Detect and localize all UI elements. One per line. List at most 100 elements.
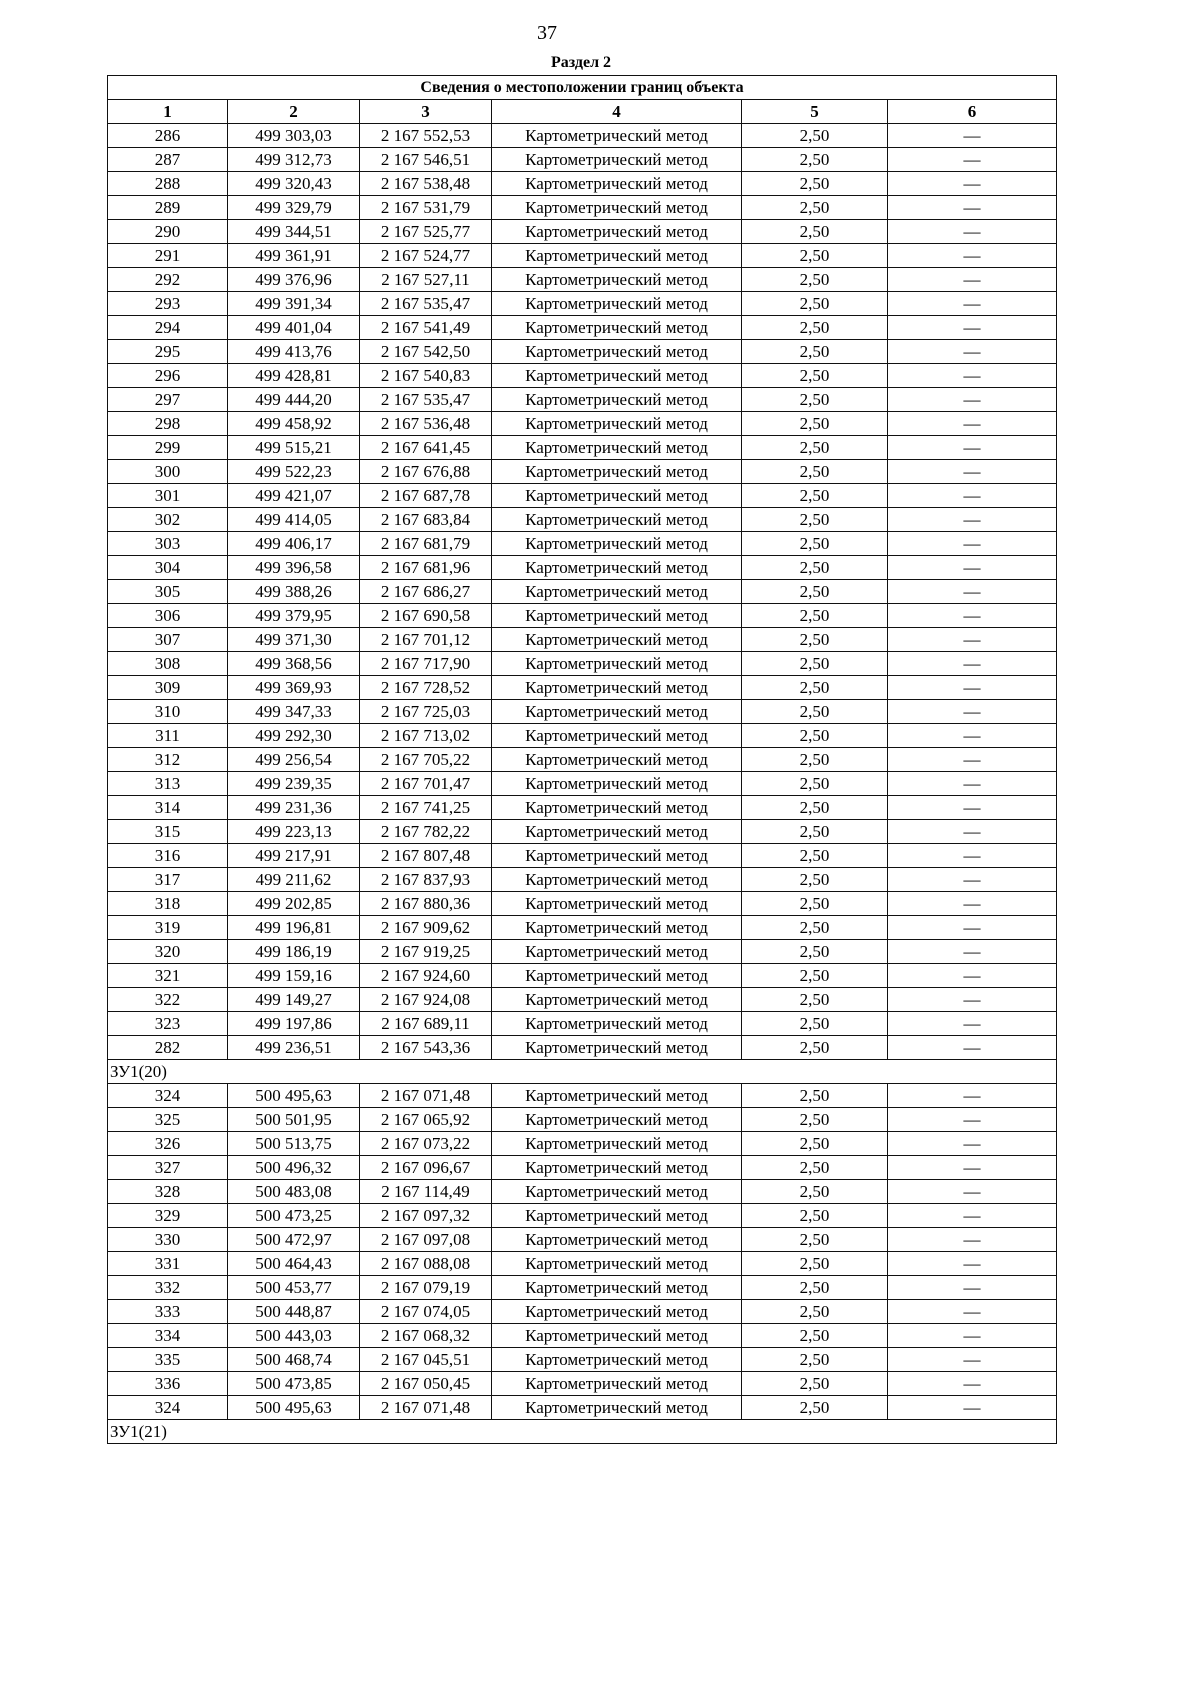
y-coordinate: 2 167 924,08 (359, 987, 492, 1012)
table-row: 289 499 329,79 2 167 531,79 Картометрически… (107, 195, 1057, 220)
x-coordinate: 499 344,51 (227, 219, 360, 244)
note: — (887, 123, 1057, 148)
method: Картометрический метод (491, 579, 742, 604)
column-number: 2 (227, 99, 360, 124)
accuracy: 2,50 (741, 195, 888, 220)
note: — (887, 411, 1057, 436)
note: — (887, 939, 1057, 964)
x-coordinate: 499 236,51 (227, 1035, 360, 1060)
page-number: 37 (537, 22, 557, 44)
point-number: 336 (107, 1371, 228, 1396)
point-number: 331 (107, 1251, 228, 1276)
x-coordinate: 499 458,92 (227, 411, 360, 436)
note: — (887, 1395, 1057, 1420)
accuracy: 2,50 (741, 435, 888, 460)
method: Картометрический метод (491, 819, 742, 844)
accuracy: 2,50 (741, 867, 888, 892)
table-row: 334 500 443,03 2 167 068,32 Картометрически… (107, 1323, 1057, 1348)
accuracy: 2,50 (741, 627, 888, 652)
y-coordinate: 2 167 541,49 (359, 315, 492, 340)
method: Картометрический метод (491, 411, 742, 436)
method: Картометрический метод (491, 603, 742, 628)
y-coordinate: 2 167 543,36 (359, 1035, 492, 1060)
table-row: 320 499 186,19 2 167 919,25 Картометрически… (107, 939, 1057, 964)
table-row: 288 499 320,43 2 167 538,48 Картометрически… (107, 171, 1057, 196)
table-row: 302 499 414,05 2 167 683,84 Картометрически… (107, 507, 1057, 532)
accuracy: 2,50 (741, 579, 888, 604)
point-number: 305 (107, 579, 228, 604)
method: Картометрический метод (491, 291, 742, 316)
accuracy: 2,50 (741, 1155, 888, 1180)
method: Картометрический метод (491, 963, 742, 988)
x-coordinate: 499 256,54 (227, 747, 360, 772)
x-coordinate: 500 473,85 (227, 1371, 360, 1396)
y-coordinate: 2 167 683,84 (359, 507, 492, 532)
y-coordinate: 2 167 741,25 (359, 795, 492, 820)
x-coordinate: 500 443,03 (227, 1323, 360, 1348)
group-label: ЗУ1(20) (107, 1059, 1057, 1084)
note: — (887, 603, 1057, 628)
y-coordinate: 2 167 676,88 (359, 459, 492, 484)
note: — (887, 291, 1057, 316)
method: Картометрический метод (491, 531, 742, 556)
point-number: 300 (107, 459, 228, 484)
accuracy: 2,50 (741, 675, 888, 700)
y-coordinate: 2 167 536,48 (359, 411, 492, 436)
x-coordinate: 499 376,96 (227, 267, 360, 292)
point-number: 326 (107, 1131, 228, 1156)
method: Картометрический метод (491, 723, 742, 748)
x-coordinate: 499 202,85 (227, 891, 360, 916)
table-row: 324 500 495,63 2 167 071,48 Картометрически… (107, 1083, 1057, 1108)
point-number: 320 (107, 939, 228, 964)
point-number: 329 (107, 1203, 228, 1228)
table-row: 315 499 223,13 2 167 782,22 Картометрически… (107, 819, 1057, 844)
note: — (887, 435, 1057, 460)
note: — (887, 339, 1057, 364)
y-coordinate: 2 167 071,48 (359, 1395, 492, 1420)
x-coordinate: 499 401,04 (227, 315, 360, 340)
section-heading: Раздел 2 (550, 54, 612, 71)
method: Картометрический метод (491, 339, 742, 364)
note: — (887, 843, 1057, 868)
method: Картометрический метод (491, 795, 742, 820)
point-number: 324 (107, 1395, 228, 1420)
table-row: 304 499 396,58 2 167 681,96 Картометрически… (107, 555, 1057, 580)
y-coordinate: 2 167 681,79 (359, 531, 492, 556)
point-number: 313 (107, 771, 228, 796)
y-coordinate: 2 167 641,45 (359, 435, 492, 460)
x-coordinate: 499 369,93 (227, 675, 360, 700)
note: — (887, 243, 1057, 268)
accuracy: 2,50 (741, 123, 888, 148)
note: — (887, 675, 1057, 700)
table-row: 335 500 468,74 2 167 045,51 Картометрически… (107, 1347, 1057, 1372)
method: Картометрический метод (491, 363, 742, 388)
method: Картометрический метод (491, 459, 742, 484)
y-coordinate: 2 167 525,77 (359, 219, 492, 244)
table-row: 290 499 344,51 2 167 525,77 Картометрически… (107, 219, 1057, 244)
table-row: 286 499 303,03 2 167 552,53 Картометрически… (107, 123, 1057, 148)
point-number: 318 (107, 891, 228, 916)
y-coordinate: 2 167 050,45 (359, 1371, 492, 1396)
x-coordinate: 499 368,56 (227, 651, 360, 676)
x-coordinate: 500 501,95 (227, 1107, 360, 1132)
point-number: 321 (107, 963, 228, 988)
method: Картометрический метод (491, 147, 742, 172)
y-coordinate: 2 167 782,22 (359, 819, 492, 844)
table-row: 326 500 513,75 2 167 073,22 Картометрически… (107, 1131, 1057, 1156)
note: — (887, 1227, 1057, 1252)
point-number: 282 (107, 1035, 228, 1060)
y-coordinate: 2 167 681,96 (359, 555, 492, 580)
table-row: 301 499 421,07 2 167 687,78 Картометрически… (107, 483, 1057, 508)
x-coordinate: 500 448,87 (227, 1299, 360, 1324)
y-coordinate: 2 167 701,47 (359, 771, 492, 796)
note: — (887, 627, 1057, 652)
accuracy: 2,50 (741, 267, 888, 292)
accuracy: 2,50 (741, 1323, 888, 1348)
note: — (887, 267, 1057, 292)
x-coordinate: 500 495,63 (227, 1395, 360, 1420)
table-row: 287 499 312,73 2 167 546,51 Картометрически… (107, 147, 1057, 172)
x-coordinate: 500 453,77 (227, 1275, 360, 1300)
method: Картометрический метод (491, 267, 742, 292)
accuracy: 2,50 (741, 891, 888, 916)
note: — (887, 987, 1057, 1012)
